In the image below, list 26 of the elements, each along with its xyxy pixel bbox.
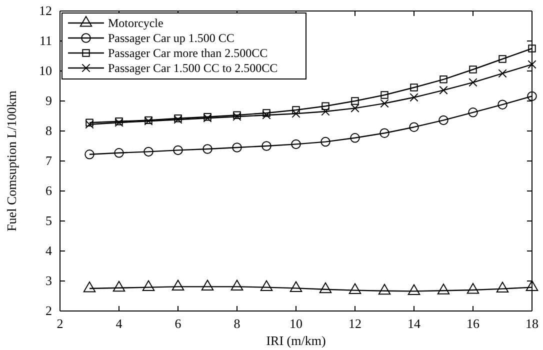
y-tick-label: 6 [46, 183, 52, 198]
y-tick-label: 4 [46, 243, 52, 258]
y-tick-label: 12 [39, 3, 52, 18]
legend-label: Motorcycle [108, 16, 164, 30]
legend-label: Passager Car more than 2.500CC [108, 46, 268, 60]
y-tick-label: 3 [46, 273, 52, 288]
x-tick-label: 6 [174, 316, 182, 332]
x-tick-label: 2 [56, 316, 64, 332]
x-tick-label: 4 [116, 316, 123, 332]
legend-label: Passager Car up 1.500 CC [108, 31, 234, 45]
y-tick-label: 8 [46, 123, 52, 138]
y-tick-label: 11 [39, 33, 52, 48]
y-axis-title: Fuel Comsuption L/100km [4, 90, 19, 232]
y-tick-label: 9 [46, 93, 52, 108]
x-axis-title: IRI (m/km) [266, 333, 326, 348]
legend-label: Passager Car 1.500 CC to 2.500CC [108, 61, 278, 75]
y-tick-label: 10 [39, 63, 52, 78]
x-tick-label: 16 [466, 316, 480, 332]
y-tick-label: 2 [46, 303, 52, 318]
x-tick-label: 12 [348, 316, 362, 332]
x-tick-label: 8 [234, 316, 240, 332]
y-tick-label: 7 [46, 153, 52, 168]
x-tick-label: 14 [408, 316, 421, 332]
y-tick-label: 5 [46, 213, 52, 228]
x-tick-label: 18 [526, 316, 538, 332]
x-tick-label: 10 [290, 316, 302, 332]
